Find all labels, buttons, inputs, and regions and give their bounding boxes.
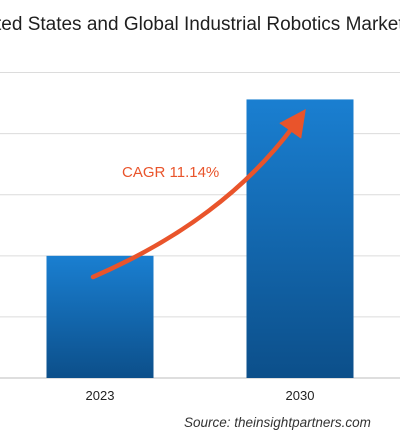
source-label: Source: theinsightpartners.com: [184, 415, 371, 430]
x-tick-label: 2023: [86, 388, 115, 403]
cagr-label: CAGR 11.14%: [122, 164, 219, 181]
x-tick-label: 2030: [286, 388, 315, 403]
bar-2030: [246, 99, 354, 379]
x-tick-labels: 2023 2030: [86, 388, 315, 403]
bars: [46, 99, 354, 379]
cagr-arrow: [90, 109, 306, 280]
chart-title: ted States and Global Industrial Robotic…: [0, 14, 400, 35]
